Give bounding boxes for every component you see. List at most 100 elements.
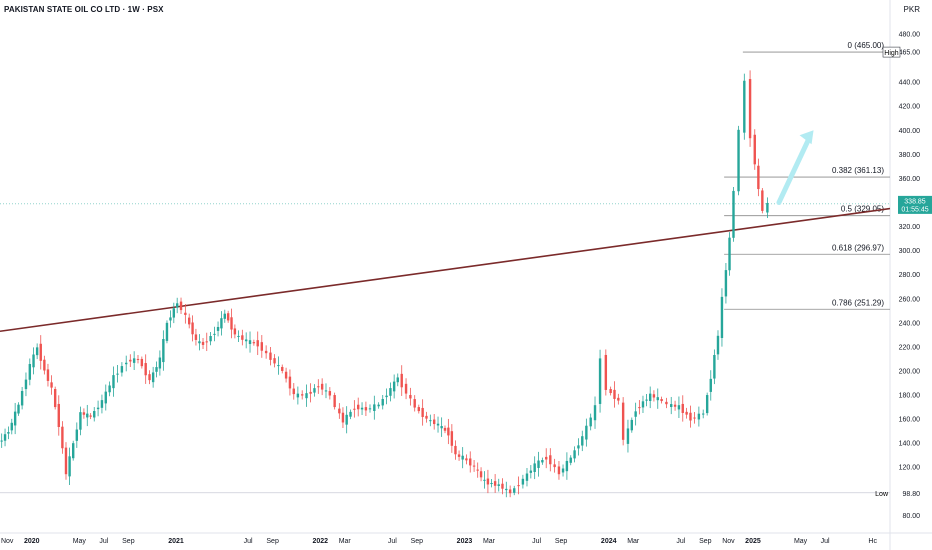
symbol-title[interactable]: PAKISTAN STATE OIL CO LTD · 1W · PSX bbox=[4, 5, 164, 14]
candle-body bbox=[713, 354, 716, 379]
x-tick-label: Sep bbox=[266, 538, 279, 545]
candle-body bbox=[385, 395, 388, 398]
candle-body bbox=[737, 129, 740, 192]
candle-body bbox=[766, 202, 769, 213]
x-tick-label: Sep bbox=[555, 538, 568, 545]
candle-body bbox=[409, 394, 412, 399]
candle-body bbox=[486, 478, 490, 485]
current-price-label: 338.85 bbox=[904, 198, 926, 205]
candle-body bbox=[373, 404, 376, 412]
candle-body bbox=[450, 431, 454, 446]
candle-body bbox=[345, 414, 348, 425]
high-label-box bbox=[882, 46, 901, 58]
x-tick-label: May bbox=[73, 538, 87, 545]
y-tick-label: 380.00 bbox=[899, 152, 921, 159]
candle-body bbox=[108, 385, 111, 393]
candle-body bbox=[497, 484, 500, 486]
candle-body bbox=[505, 488, 508, 491]
candle-body bbox=[61, 426, 64, 449]
candle-body bbox=[93, 411, 96, 418]
candle-body bbox=[381, 398, 384, 406]
candle-body bbox=[341, 412, 345, 423]
x-tick-label: 2024 bbox=[601, 538, 617, 545]
trendline bbox=[0, 207, 891, 333]
candle-body bbox=[508, 489, 512, 494]
candle-body bbox=[443, 427, 447, 431]
candle-body bbox=[125, 362, 128, 365]
candle-body bbox=[72, 443, 75, 459]
candle-body bbox=[277, 365, 280, 367]
candle-body bbox=[429, 420, 432, 422]
candle-body bbox=[368, 408, 372, 410]
candle-body bbox=[264, 350, 268, 354]
candle-body bbox=[436, 423, 440, 426]
candle-body bbox=[493, 481, 497, 486]
candle-body bbox=[175, 303, 179, 308]
candle-body bbox=[626, 428, 630, 444]
candle-body bbox=[213, 333, 216, 335]
candle-body bbox=[413, 399, 416, 408]
y-tick-label: 180.00 bbox=[899, 393, 921, 400]
candle-body bbox=[50, 382, 53, 388]
candle-body bbox=[476, 469, 479, 471]
candle-body bbox=[284, 371, 288, 379]
candle-body bbox=[0, 440, 3, 442]
candle-body bbox=[333, 395, 336, 408]
candle-body bbox=[148, 374, 151, 381]
y-tick-label: 400.00 bbox=[899, 128, 921, 135]
candle-body bbox=[589, 417, 592, 427]
candle-body bbox=[479, 471, 483, 478]
x-tick-label: Sep bbox=[122, 538, 135, 545]
candle-body bbox=[64, 447, 68, 475]
candle-body bbox=[621, 402, 625, 440]
candle-body bbox=[724, 270, 728, 297]
x-tick-label: Jul bbox=[388, 538, 397, 545]
candle-body bbox=[440, 426, 443, 429]
y-tick-label: 200.00 bbox=[899, 368, 921, 375]
candle-body bbox=[465, 458, 468, 461]
candle-body bbox=[53, 389, 57, 408]
candle-body bbox=[20, 390, 24, 406]
candle-body bbox=[357, 404, 360, 410]
candle-body bbox=[593, 405, 597, 421]
x-tick-label: Mar bbox=[627, 538, 640, 545]
candle-body bbox=[223, 313, 226, 319]
candle-body bbox=[609, 389, 612, 394]
candle-body bbox=[660, 399, 663, 402]
candle-body bbox=[490, 483, 493, 485]
candle-body bbox=[165, 322, 169, 341]
x-tick-label: 2022 bbox=[312, 538, 328, 545]
candle-body bbox=[728, 237, 731, 271]
candle-body bbox=[469, 458, 472, 466]
candle-body bbox=[226, 313, 230, 321]
candle-body bbox=[13, 411, 17, 426]
candle-body bbox=[501, 483, 504, 489]
candle-body bbox=[677, 405, 681, 410]
fib-level-label: 0.618 (296.97) bbox=[832, 243, 884, 252]
candle-body bbox=[188, 317, 191, 325]
candle-body bbox=[205, 341, 208, 343]
candle-body bbox=[565, 460, 569, 472]
candle-body bbox=[652, 394, 656, 398]
candle-body bbox=[3, 434, 7, 441]
candle-body bbox=[116, 373, 119, 375]
candle-body bbox=[46, 369, 50, 381]
x-tick-label: 2025 bbox=[745, 538, 761, 545]
low-label: Low bbox=[875, 491, 889, 498]
y-tick-label: 160.00 bbox=[899, 417, 921, 424]
candle-body bbox=[169, 317, 172, 321]
candle-body bbox=[757, 165, 760, 190]
x-tick-label: Jul bbox=[532, 538, 541, 545]
candle-body bbox=[201, 341, 205, 345]
projection-arrow-shaft bbox=[776, 134, 813, 206]
candle-body bbox=[273, 358, 276, 364]
x-tick-label: Sep bbox=[699, 538, 712, 545]
candle-body bbox=[144, 363, 147, 376]
candle-body bbox=[24, 379, 28, 390]
bar-countdown-label: 01:55:45 bbox=[901, 206, 928, 213]
x-tick-label: 2020 bbox=[24, 538, 40, 545]
candle-body bbox=[525, 473, 529, 481]
high-label: High bbox=[884, 50, 899, 57]
